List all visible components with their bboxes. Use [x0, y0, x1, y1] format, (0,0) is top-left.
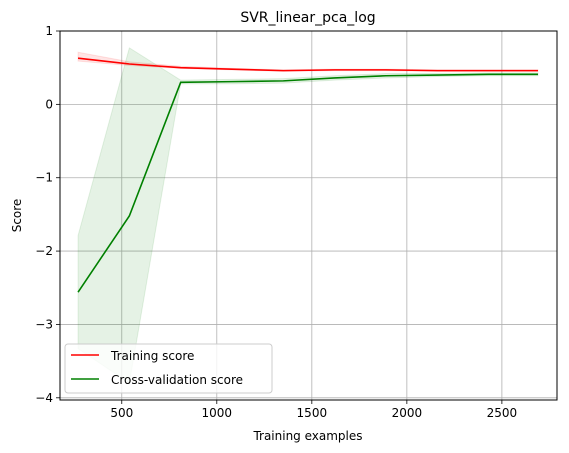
y-tick-label: −4: [35, 391, 53, 405]
y-tick-label: −1: [35, 171, 53, 185]
y-tick-label: −2: [35, 244, 53, 258]
chart-title: SVR_linear_pca_log: [240, 10, 375, 26]
y-tick-label: −3: [35, 317, 53, 331]
legend: Training score Cross-validation score: [65, 344, 272, 393]
x-tick-label: 1500: [297, 406, 328, 420]
x-tick-label: 2000: [392, 406, 423, 420]
y-tick-label: 0: [45, 97, 53, 111]
x-tick-label: 1000: [202, 406, 233, 420]
x-axis-label: Training examples: [252, 429, 362, 443]
score-bands: [78, 48, 538, 383]
x-tick-label: 2500: [487, 406, 518, 420]
legend-label-cross-validation: Cross-validation score: [111, 373, 243, 387]
legend-label-training: Training score: [110, 349, 194, 363]
y-axis-label: Score: [10, 199, 24, 233]
y-tick-label: 1: [45, 24, 53, 38]
x-tick-label: 500: [110, 406, 133, 420]
series-band-1: [78, 48, 538, 383]
x-axis-ticks: 500 1000 1500 2000 2500: [110, 400, 517, 420]
y-axis-ticks: −4 −3 −2 −1 0 1: [35, 24, 60, 405]
